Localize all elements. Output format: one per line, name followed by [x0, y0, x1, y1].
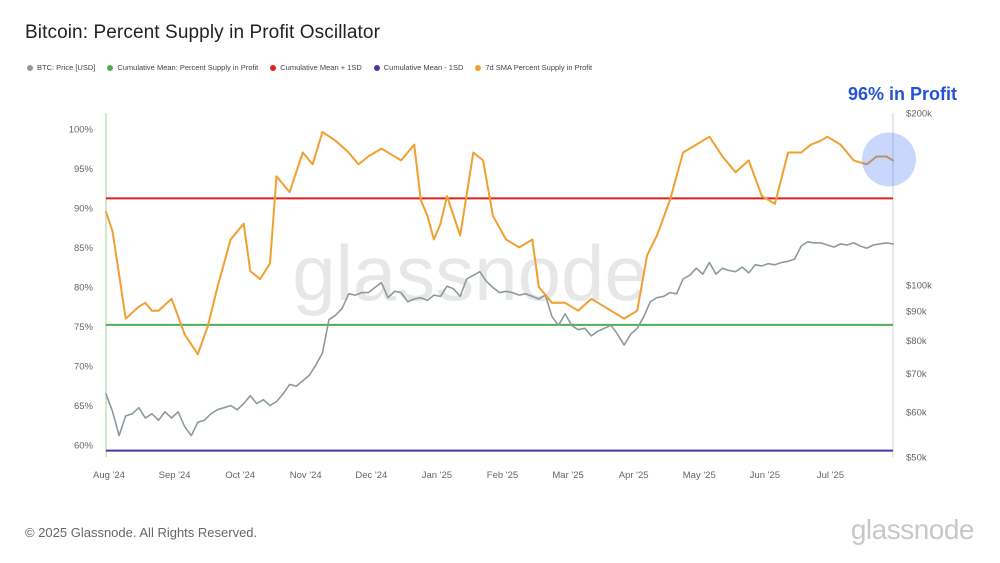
x-tick-label: Dec '24 — [355, 470, 387, 481]
series-line — [105, 241, 894, 437]
series-lines — [105, 131, 894, 437]
y-right-tick-label: $200k — [906, 109, 932, 120]
x-tick-label: Nov '24 — [290, 470, 322, 481]
y-left-tick-label: 85% — [74, 243, 94, 254]
left-axis: 60% 65% 70% 75% 80% 85% 90% 95% 100% — [69, 124, 94, 451]
copyright-text: © 2025 Glassnode. All Rights Reserved. — [25, 525, 258, 540]
y-left-tick-label: 75% — [74, 322, 94, 333]
legend-item-7d-sma[interactable]: 7d SMA Percent Supply in Profit — [475, 63, 592, 72]
y-left-tick-label: 65% — [74, 401, 94, 412]
legend-swatch-mean-minus-1sd — [373, 64, 380, 71]
x-tick-label: Jun '25 — [750, 470, 780, 481]
legend-swatch-mean-plus-1sd — [270, 64, 277, 71]
legend-item-mean-minus-1sd[interactable]: Cumulative Mean - 1SD — [373, 63, 464, 72]
x-tick-label: Oct '24 — [225, 470, 255, 481]
x-tick-label: Jan '25 — [422, 470, 452, 481]
legend-label-mean-plus-1sd: Cumulative Mean + 1SD — [280, 63, 362, 72]
reference-lines — [106, 197, 893, 452]
x-tick-label: Mar '25 — [552, 470, 583, 481]
right-axis: $50k $60k $70k $80k $90k $100k $200k — [906, 109, 932, 464]
legend-swatch-7d-sma — [475, 64, 482, 71]
x-tick-label: Aug '24 — [93, 470, 125, 481]
legend-item-mean-plus-1sd[interactable]: Cumulative Mean + 1SD — [270, 63, 362, 72]
legend-item-cumulative-mean[interactable]: Cumulative Mean: Percent Supply in Profi… — [107, 63, 258, 72]
x-axis: Aug '24 Sep '24 Oct '24 Nov '24 Dec '24 Jan '… — [93, 470, 844, 481]
y-right-tick-label: $50k — [906, 453, 927, 464]
y-right-tick-label: $60k — [906, 407, 927, 418]
y-right-tick-label: $90k — [906, 307, 927, 318]
y-right-tick-label: $80k — [906, 336, 927, 347]
x-tick-label: Apr '25 — [619, 470, 649, 481]
y-left-tick-label: 90% — [74, 203, 94, 214]
glassnode-logo: glassnode — [850, 514, 975, 545]
legend-label-7d-sma: 7d SMA Percent Supply in Profit — [485, 63, 593, 72]
y-left-tick-label: 60% — [74, 441, 94, 452]
x-tick-label: May '25 — [683, 470, 716, 481]
series-line — [105, 131, 894, 356]
y-left-tick-label: 70% — [74, 362, 94, 373]
highlight-circle — [862, 132, 916, 187]
legend-swatch-btc-price — [27, 64, 33, 71]
chart-title: Bitcoin: Percent Supply in Profit Oscill… — [25, 22, 380, 43]
legend: BTC: Price [USD] Cumulative Mean: Percen… — [27, 63, 592, 72]
watermark-text: glassnode — [292, 229, 648, 317]
y-left-tick-label: 95% — [74, 164, 94, 175]
profit-callout: 96% in Profit — [847, 84, 957, 104]
legend-label-mean-minus-1sd: Cumulative Mean - 1SD — [383, 63, 464, 72]
x-tick-label: Jul '25 — [817, 470, 844, 481]
y-right-tick-label: $70k — [906, 369, 927, 380]
legend-swatch-cumulative-mean — [107, 64, 114, 71]
legend-item-btc-price[interactable]: BTC: Price [USD] — [27, 63, 95, 72]
legend-label-cumulative-mean: Cumulative Mean: Percent Supply in Profi… — [117, 63, 259, 72]
y-right-tick-label: $100k — [906, 281, 932, 292]
legend-label-btc-price: BTC: Price [USD] — [37, 63, 96, 72]
x-tick-label: Sep '24 — [159, 470, 191, 481]
y-left-tick-label: 80% — [74, 282, 94, 293]
y-left-tick-label: 100% — [69, 124, 94, 135]
x-tick-label: Feb '25 — [487, 470, 518, 481]
